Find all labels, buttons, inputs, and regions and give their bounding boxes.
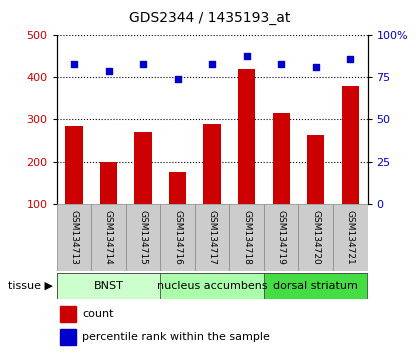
- Bar: [57, 204, 91, 271]
- Bar: [195, 204, 229, 271]
- Text: GSM134720: GSM134720: [311, 210, 320, 264]
- Bar: [60, 306, 76, 322]
- Bar: [238, 69, 255, 204]
- Point: [243, 53, 250, 58]
- Bar: [264, 273, 368, 299]
- Bar: [134, 132, 152, 204]
- Text: GSM134718: GSM134718: [242, 210, 251, 265]
- Bar: [160, 204, 195, 271]
- Text: dorsal striatum: dorsal striatum: [273, 281, 358, 291]
- Bar: [341, 86, 359, 204]
- Bar: [57, 273, 160, 299]
- Point: [347, 56, 354, 62]
- Text: GSM134719: GSM134719: [277, 210, 286, 265]
- Bar: [273, 113, 290, 204]
- Bar: [91, 204, 126, 271]
- Text: GSM134715: GSM134715: [139, 210, 147, 265]
- Text: count: count: [82, 309, 114, 319]
- Text: GSM134714: GSM134714: [104, 210, 113, 264]
- Point: [174, 76, 181, 82]
- Text: tissue ▶: tissue ▶: [8, 281, 52, 291]
- Bar: [60, 329, 76, 344]
- Bar: [229, 204, 264, 271]
- Bar: [307, 136, 324, 204]
- Text: BNST: BNST: [94, 281, 123, 291]
- Text: GSM134716: GSM134716: [173, 210, 182, 265]
- Text: GDS2344 / 1435193_at: GDS2344 / 1435193_at: [129, 11, 291, 25]
- Text: GSM134717: GSM134717: [207, 210, 217, 265]
- Bar: [126, 204, 160, 271]
- Text: GSM134721: GSM134721: [346, 210, 355, 264]
- Text: GSM134713: GSM134713: [69, 210, 79, 265]
- Bar: [66, 126, 83, 204]
- Point: [140, 61, 147, 67]
- Point: [278, 61, 284, 67]
- Point: [209, 61, 215, 67]
- Bar: [333, 204, 368, 271]
- Bar: [264, 204, 299, 271]
- Point: [312, 64, 319, 70]
- Point: [71, 61, 77, 67]
- Bar: [299, 204, 333, 271]
- Bar: [169, 172, 186, 204]
- Bar: [100, 161, 117, 204]
- Text: nucleus accumbens: nucleus accumbens: [157, 281, 268, 291]
- Bar: [160, 273, 264, 299]
- Bar: [203, 124, 221, 204]
- Point: [105, 68, 112, 74]
- Text: percentile rank within the sample: percentile rank within the sample: [82, 332, 270, 342]
